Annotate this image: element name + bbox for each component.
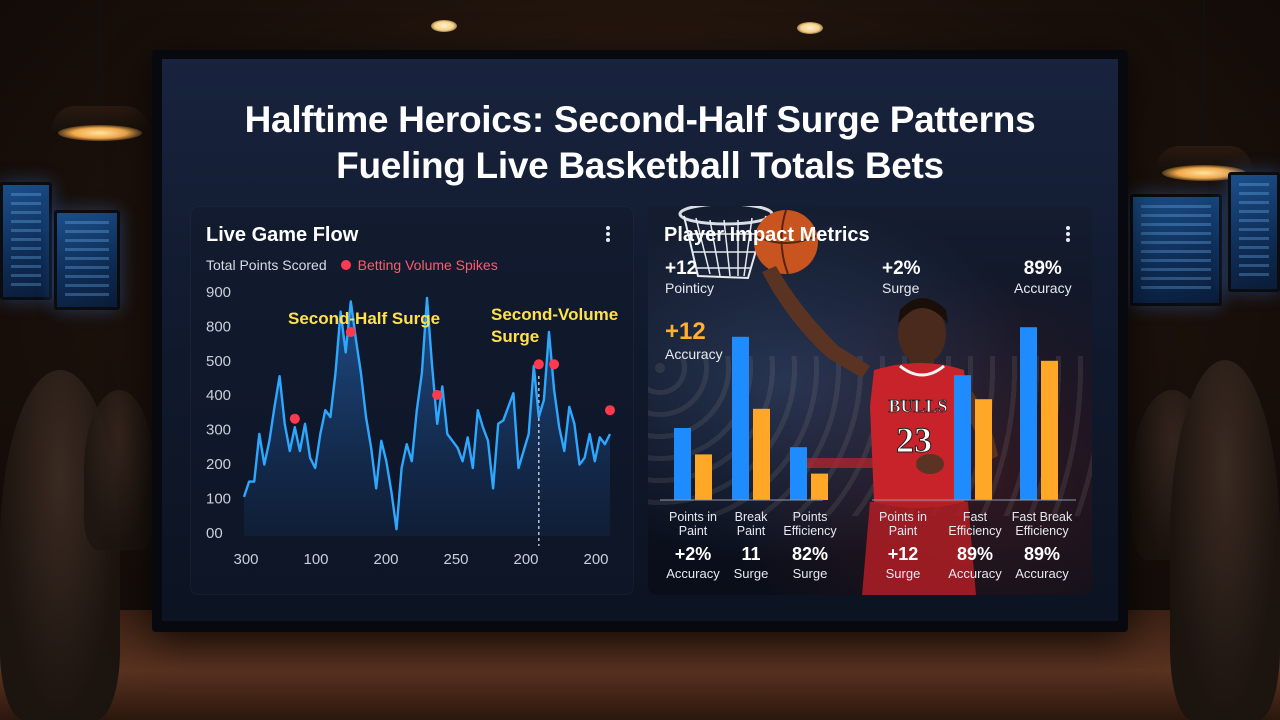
series-area — [244, 298, 610, 536]
bottom-stat-value: +12 — [887, 544, 919, 564]
patron-silhouette — [84, 390, 154, 550]
title-line-2: Fueling Live Basketball Totals Bets — [336, 145, 944, 186]
bottom-stat-label: Accuracy — [666, 566, 720, 581]
impact-bar-chart — [660, 327, 1076, 501]
player-illustration: BULLS 23 — [678, 206, 998, 595]
x-tick-label: 200 — [373, 551, 398, 568]
x-tick-label: 300 — [233, 551, 258, 568]
bar-blue — [674, 428, 691, 500]
feature-stat: +12 Accuracy — [665, 318, 723, 362]
bar-category-label: Points in Paint — [669, 510, 717, 538]
betting-spike-marker — [533, 359, 544, 370]
y-tick-label: 400 — [206, 387, 231, 404]
bar-category-label: Break Paint — [734, 510, 768, 538]
betting-spike-marker — [549, 359, 560, 370]
bottom-stat-value: 89% — [956, 544, 994, 564]
panel-title: Player Impact Metrics — [664, 224, 870, 246]
bar-blue — [1020, 327, 1037, 500]
ceiling-light — [431, 20, 457, 32]
bottom-stat-label: Surge — [733, 566, 769, 581]
bottom-stat-label: Surge — [885, 566, 921, 581]
jersey-number: 23 — [896, 420, 932, 460]
top-stat-2: +2% Surge — [882, 258, 921, 296]
x-tick-label: 100 — [303, 551, 328, 568]
crowd-background — [648, 356, 1092, 516]
panel-title: Live Game Flow — [206, 224, 359, 246]
bottom-stat-label: Accuracy — [1015, 566, 1069, 581]
page-title: Halftime Heroics: Second-Half Surge Patt… — [162, 97, 1118, 189]
bar-orange — [1041, 360, 1058, 500]
tv-screen: Halftime Heroics: Second-Half Surge Patt… — [162, 59, 1118, 621]
top-stat-1: +12 Pointicy — [665, 258, 715, 296]
bar-orange — [753, 408, 770, 500]
bar-category-label: Points in Paint — [879, 510, 927, 538]
top-stat-3: 89% Accuracy — [1014, 258, 1072, 296]
chart-legend: Total Points Scored Betting Volume Spike… — [206, 257, 498, 273]
bar-orange — [695, 454, 712, 500]
bottom-stat-value: 82% — [791, 544, 829, 564]
y-tick-label: 00 — [206, 525, 223, 542]
player-arm — [762, 266, 870, 378]
bar-orange — [811, 473, 828, 500]
more-vertical-icon[interactable] — [602, 226, 614, 242]
y-tick-label: 800 — [206, 318, 231, 335]
bar-category-label: Fast Efficiency — [948, 510, 1002, 538]
bottom-stat-value: 11 — [741, 544, 761, 564]
legend-marker-label: Betting Volume Spikes — [357, 257, 498, 273]
y-tick-label: 300 — [206, 422, 231, 439]
background-tv-left-2 — [54, 210, 120, 310]
bottom-stat-value: +2% — [674, 544, 712, 564]
live-game-flow-panel: Live Game Flow Total Points Scored Betti… — [190, 206, 634, 595]
bar-blue — [732, 336, 749, 500]
background-tv-right-2 — [1228, 172, 1280, 292]
betting-spike-marker — [605, 405, 615, 416]
pendant-lamp-right — [1156, 0, 1252, 190]
bottom-stat-label: Accuracy — [948, 566, 1002, 581]
player-head — [898, 304, 946, 364]
betting-spike-marker — [432, 389, 443, 400]
bottom-stat-value: 89% — [1023, 544, 1061, 564]
bar-blue — [954, 375, 971, 500]
bar-category-label: Fast Break Efficiency — [1011, 510, 1073, 538]
x-tick-label: 200 — [583, 551, 608, 568]
ceiling-light — [797, 22, 823, 34]
y-tick-label: 900 — [206, 284, 231, 301]
x-tick-label: 200 — [513, 551, 538, 568]
legend-marker-swatch — [340, 260, 351, 270]
player-impact-panel: BULLS 23 Player Impact Metrics +12 Point… — [648, 206, 1092, 595]
jersey-team-name: BULLS — [888, 396, 947, 416]
annotation-second-half-surge: Second-Half Surge — [288, 309, 440, 328]
player-jersey — [870, 363, 968, 508]
bar-blue — [790, 447, 807, 500]
more-vertical-icon[interactable] — [1062, 226, 1074, 242]
annotation-second-volume-surge: Second-Volume Surge — [491, 305, 618, 346]
court-banner — [798, 458, 878, 468]
x-tick-label: 250 — [443, 551, 468, 568]
series-line-total-points — [242, 296, 612, 531]
y-tick-label: 100 — [206, 490, 231, 507]
bar-orange — [975, 399, 992, 500]
bottom-stat-label: Surge — [792, 566, 828, 581]
betting-spike-marker — [289, 413, 300, 424]
y-tick-label: 200 — [206, 456, 231, 473]
patron-silhouette — [1170, 360, 1280, 720]
bar-category-label: Points Efficiency — [783, 510, 837, 538]
pendant-lamp-left — [52, 0, 148, 150]
background-tv-left — [0, 182, 52, 300]
background-tv-right — [1130, 194, 1222, 306]
main-tv: Halftime Heroics: Second-Half Surge Patt… — [152, 50, 1128, 632]
betting-spike-marker — [345, 327, 356, 337]
game-flow-chart: 900 800 500 400 300 200 100 00 300 100 200 250 200 20… — [206, 284, 618, 568]
title-line-1: Halftime Heroics: Second-Half Surge Patt… — [244, 99, 1036, 140]
legend-series-label: Total Points Scored — [206, 257, 327, 273]
y-tick-label: 500 — [206, 353, 231, 370]
